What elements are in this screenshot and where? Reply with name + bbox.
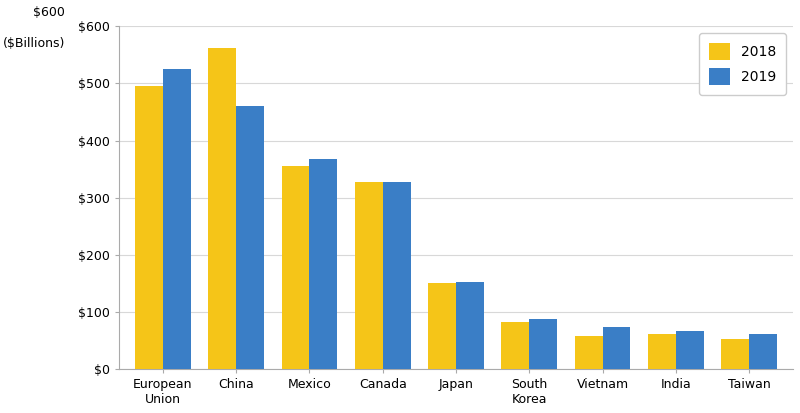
Bar [355, 182, 382, 369]
Bar [310, 159, 338, 369]
Bar [382, 182, 410, 369]
Bar [648, 334, 676, 369]
Bar [135, 86, 163, 369]
Bar [676, 331, 704, 369]
Legend: 2018, 2019: 2018, 2019 [699, 33, 786, 95]
Bar [502, 322, 530, 369]
Bar [456, 282, 484, 369]
Bar [574, 337, 602, 369]
Bar [749, 334, 777, 369]
Bar [602, 327, 630, 369]
Text: ($Billions): ($Billions) [2, 37, 65, 50]
Bar [530, 319, 557, 369]
Bar [163, 69, 190, 369]
Bar [282, 166, 310, 369]
Bar [236, 106, 264, 369]
Text: $600: $600 [33, 7, 65, 19]
Bar [428, 283, 456, 369]
Bar [208, 48, 236, 369]
Bar [722, 339, 749, 369]
